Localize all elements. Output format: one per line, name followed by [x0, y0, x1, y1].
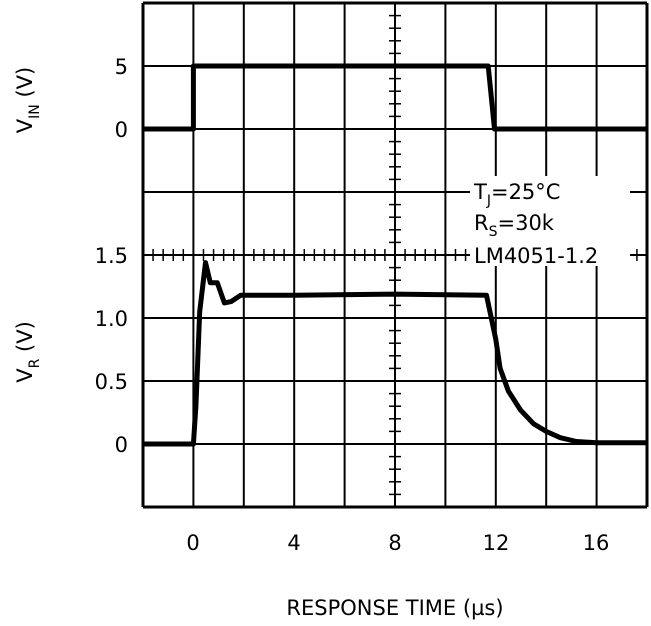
x-axis-label: RESPONSE TIME (µs) [286, 596, 503, 620]
tj-value: =25°C [491, 180, 560, 204]
series-lines [143, 63, 647, 447]
rs-r: R [474, 211, 489, 235]
tj-sub: J [486, 193, 491, 209]
vin-label-sub: IN [27, 104, 43, 119]
ytick-top-5: 5 [115, 55, 128, 79]
xtick-0: 0 [186, 531, 199, 555]
annotation-part: LM4051-1.2 [474, 244, 598, 268]
vin-series-line [143, 63, 647, 132]
xtick-16: 16 [583, 531, 610, 555]
ytick-bottom-1.5: 1.5 [95, 244, 128, 268]
xtick-4: 4 [287, 531, 300, 555]
x-axis-unit: µs [471, 596, 495, 620]
annotation-background [470, 176, 630, 266]
ytick-top-0: 0 [115, 118, 128, 142]
x-axis-label-close: ) [495, 596, 503, 620]
x-axis-label-text: RESPONSE TIME ( [286, 596, 471, 620]
vin-label-v: V [13, 118, 37, 133]
ytick-bottom-0.5: 0.5 [95, 370, 128, 394]
rs-sub: S [489, 224, 498, 240]
rs-value: =30k [497, 211, 554, 235]
vin-label-unit: (V) [13, 67, 37, 104]
ytick-bottom-1.0: 1.0 [95, 307, 128, 331]
vr-label-unit: (V) [13, 321, 37, 358]
ytick-bottom-0: 0 [115, 433, 128, 457]
vr-label-sub: R [27, 358, 43, 368]
tj-t: T [473, 180, 487, 204]
xtick-12: 12 [483, 531, 510, 555]
xtick-8: 8 [388, 531, 401, 555]
vr-label-v: V [13, 368, 37, 383]
vr-series-line [143, 260, 647, 447]
y-axis-label-vin: VIN (V) [13, 67, 43, 133]
y-axis-label-vr: VR (V) [13, 321, 43, 383]
annotation-rs: RS=30k [474, 211, 555, 240]
annotation-tj: TJ=25°C [473, 180, 560, 209]
